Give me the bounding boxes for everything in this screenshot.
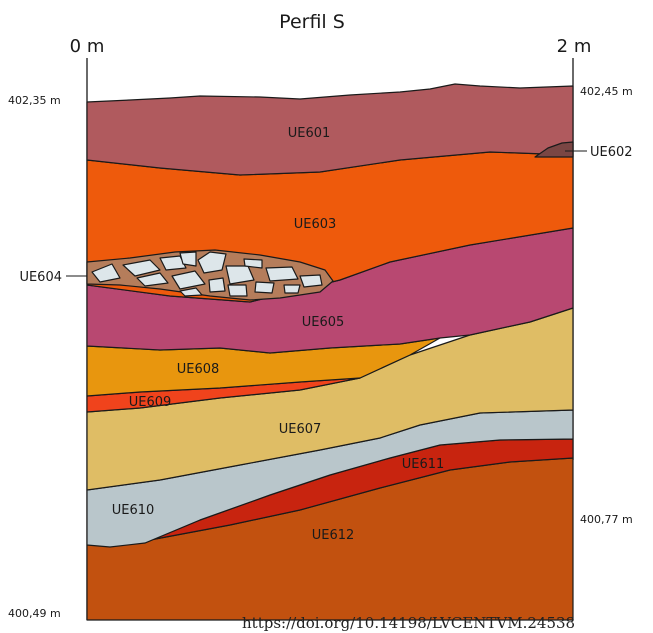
elevation-top-right: 402,45 m — [580, 85, 633, 98]
label-ue609: UE609 — [129, 395, 172, 410]
stone — [197, 251, 227, 274]
ue604-stones — [91, 251, 323, 297]
layer-ue601 — [86, 83, 574, 176]
stone — [299, 274, 323, 288]
stone — [227, 284, 248, 297]
stone — [171, 270, 206, 290]
stone — [122, 259, 161, 277]
label-ue610: UE610 — [112, 503, 155, 518]
profile-title: Perfil S — [279, 11, 345, 33]
label-ue612: UE612 — [312, 528, 355, 543]
stone — [91, 263, 121, 283]
stone — [225, 265, 255, 285]
label-ue611: UE611 — [402, 457, 445, 472]
label-ue608: UE608 — [177, 362, 220, 377]
stone — [283, 284, 301, 294]
label-ue603: UE603 — [294, 217, 337, 232]
stone — [208, 277, 226, 293]
elevation-bottom-left: 400,49 m — [8, 607, 61, 620]
layer-ue602 — [534, 141, 574, 158]
scale-right-label: 2 m — [557, 36, 592, 57]
label-ue602: UE602 — [590, 145, 633, 160]
stone — [179, 251, 197, 267]
stone — [254, 281, 275, 294]
elevation-top-left: 402,35 m — [8, 94, 61, 107]
label-ue604: UE604 — [19, 270, 62, 285]
stone — [159, 255, 187, 271]
doi-caption: https://doi.org/10.14198/LVCENTVM.24538 — [242, 614, 575, 632]
label-ue607: UE607 — [279, 422, 322, 437]
stone — [243, 258, 263, 269]
stone — [265, 266, 299, 282]
label-ue601: UE601 — [288, 126, 331, 141]
elevation-right-low: 400,77 m — [580, 513, 633, 526]
stone — [136, 272, 169, 287]
stone — [179, 287, 203, 297]
scale-left-label: 0 m — [70, 36, 105, 57]
label-ue605: UE605 — [302, 315, 345, 330]
